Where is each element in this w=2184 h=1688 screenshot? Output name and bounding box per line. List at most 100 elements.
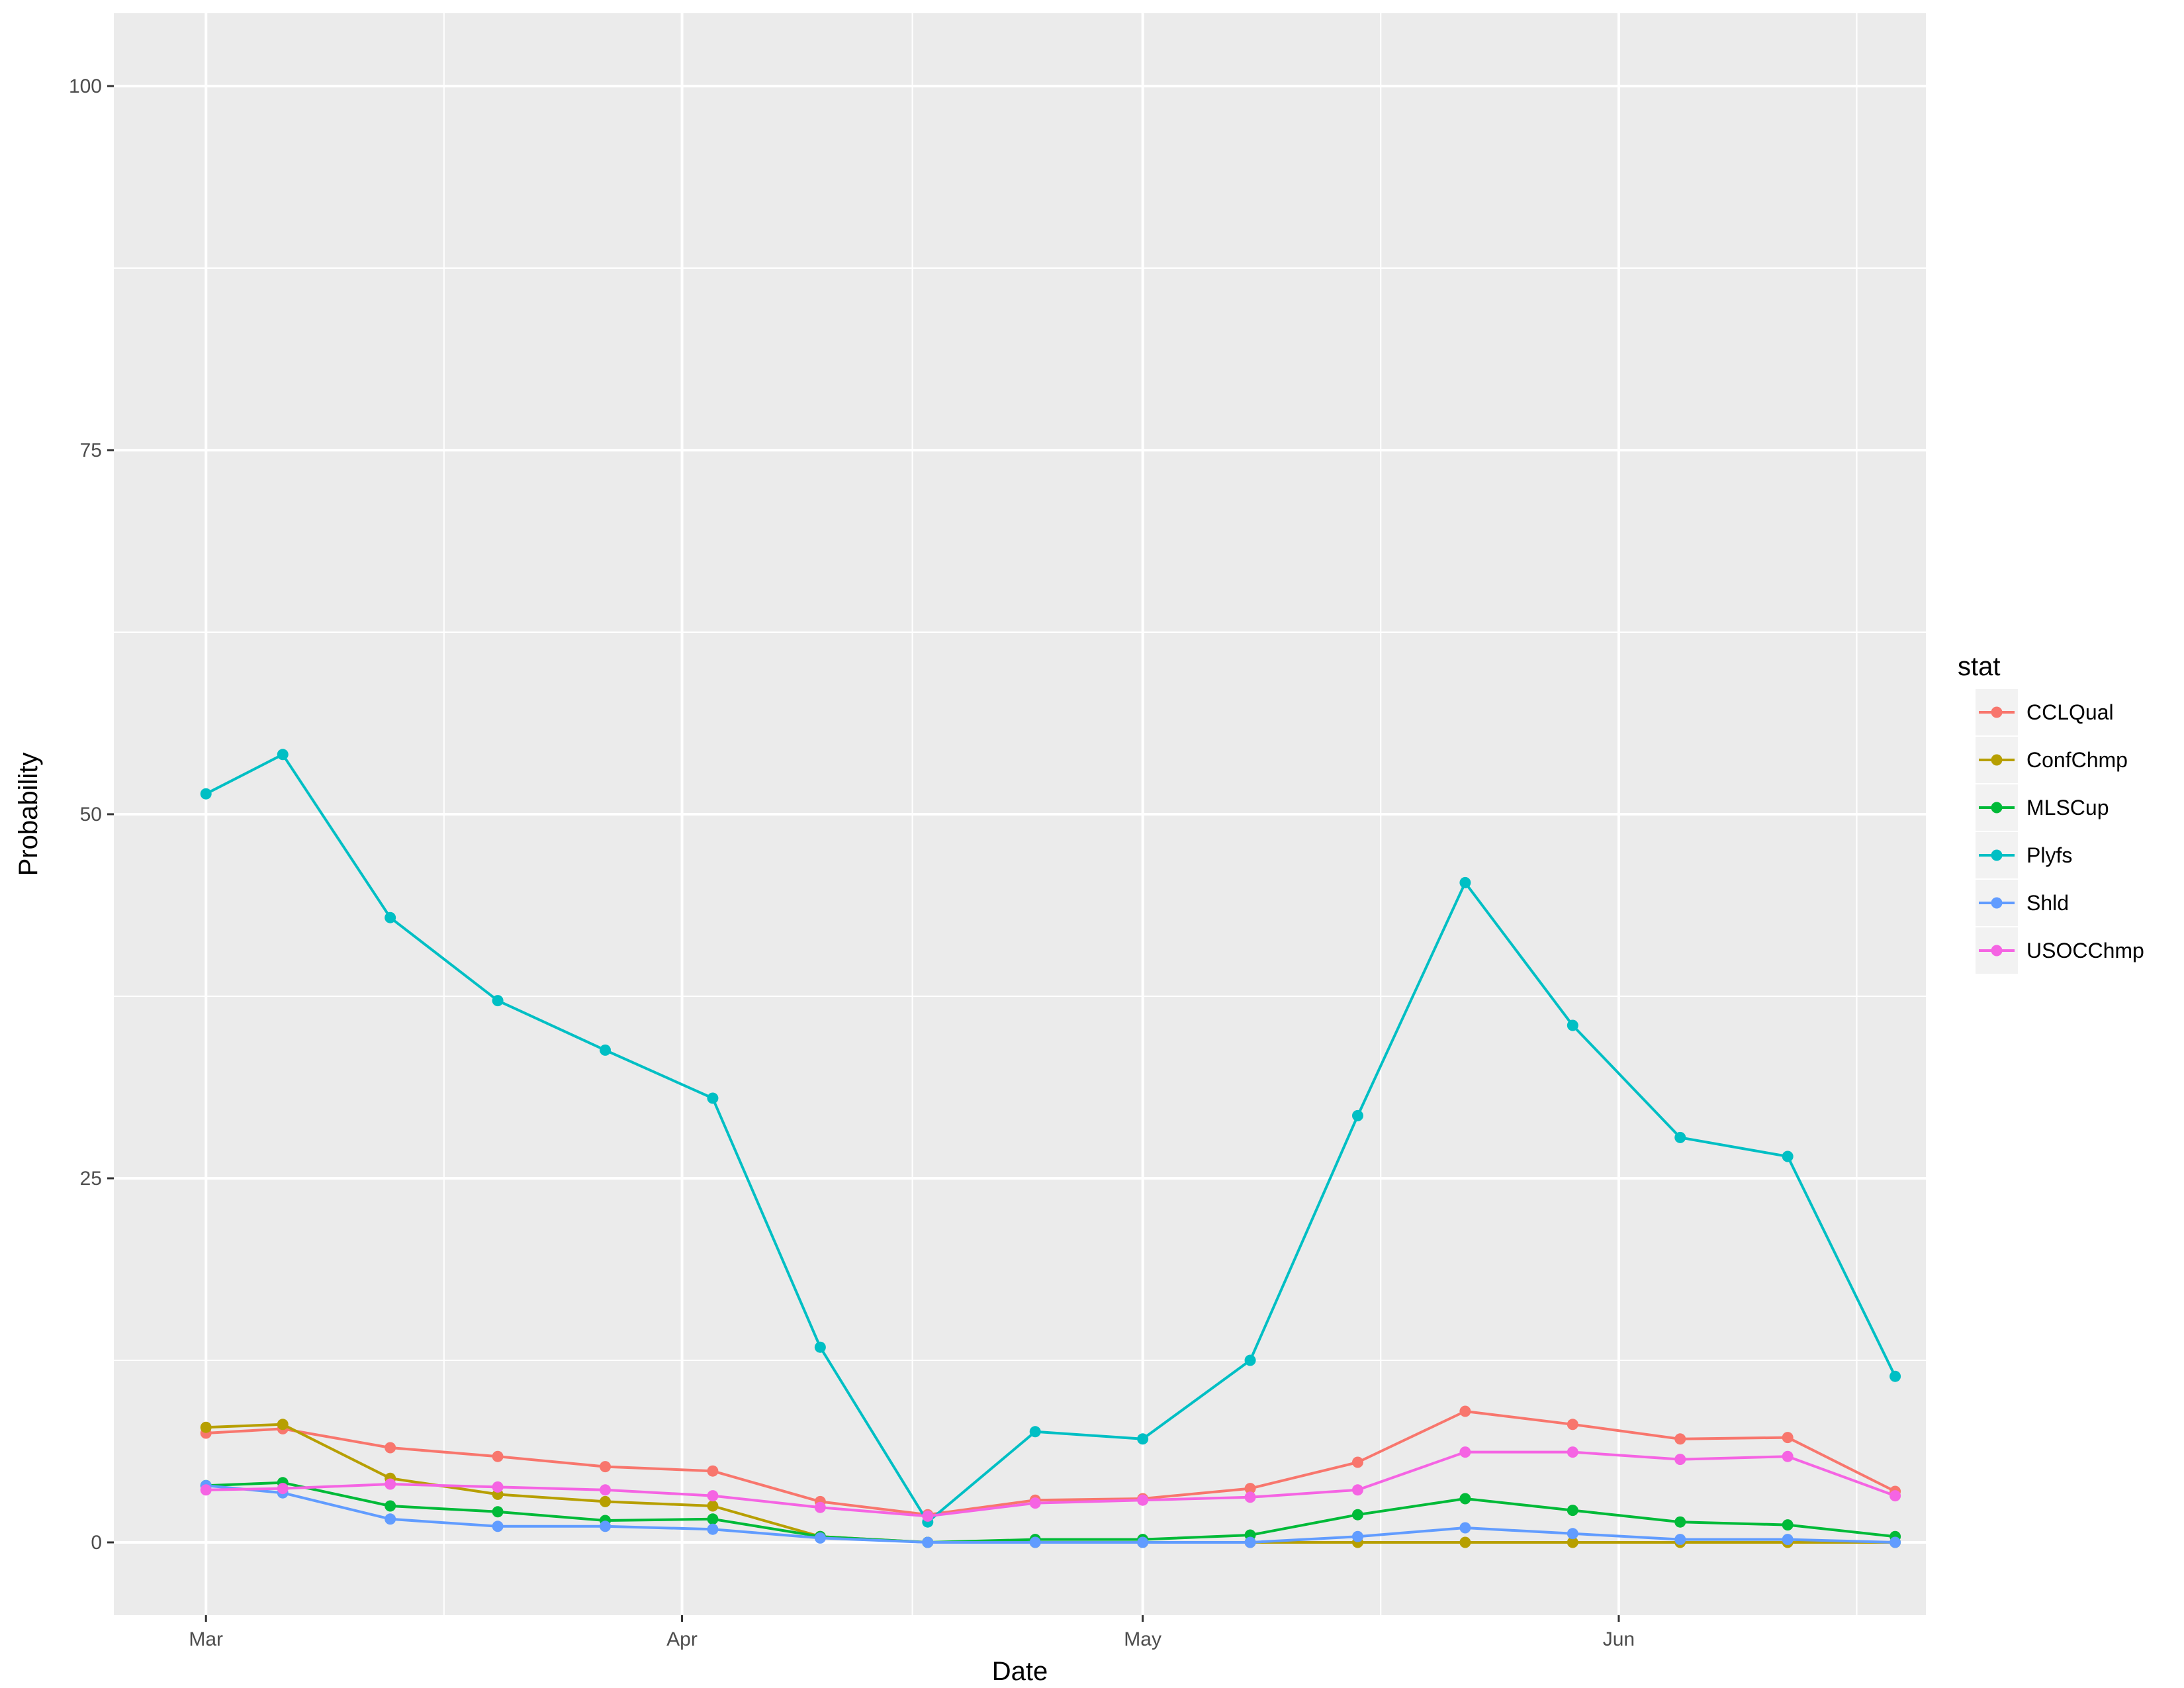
data-point-MLSCup xyxy=(385,1500,396,1512)
data-point-CCLQual xyxy=(1351,1456,1363,1468)
data-point-Shld xyxy=(922,1536,934,1548)
data-point-USOCChmp xyxy=(277,1483,289,1495)
data-point-Plyfs xyxy=(277,749,289,761)
data-point-USOCChmp xyxy=(707,1490,719,1502)
data-point-USOCChmp xyxy=(922,1510,934,1522)
x-tick-label: Jun xyxy=(1603,1628,1635,1650)
x-tick-label: Mar xyxy=(189,1628,223,1650)
series-USOCChmp xyxy=(200,1446,1901,1522)
data-point-Plyfs xyxy=(1782,1150,1794,1162)
data-point-ConfChmp xyxy=(707,1500,719,1512)
legend-item-CCLQual: CCLQual xyxy=(1974,688,2114,737)
data-point-Shld xyxy=(600,1521,612,1532)
data-point-Shld xyxy=(1889,1536,1901,1548)
legend-key-point xyxy=(1991,802,2003,814)
data-point-Plyfs xyxy=(707,1092,719,1104)
axes: 0 25 50 75 100 Mar Apr May Jun xyxy=(69,75,1635,1650)
data-point-CCLQual xyxy=(1244,1483,1256,1495)
data-point-Shld xyxy=(1029,1536,1041,1548)
y-axis-title: Probability xyxy=(14,753,43,876)
data-point-ConfChmp xyxy=(600,1495,612,1507)
major-gridlines xyxy=(114,13,1926,1615)
data-point-MLSCup xyxy=(492,1506,504,1518)
data-point-MLSCup xyxy=(1674,1516,1686,1528)
legend-title: stat xyxy=(1958,652,2000,681)
legend-label: USOCChmp xyxy=(2026,939,2144,962)
data-point-Shld xyxy=(1567,1528,1578,1540)
y-tick-label: 100 xyxy=(69,75,102,97)
y-tick-label: 25 xyxy=(80,1168,102,1190)
data-point-CCLQual xyxy=(707,1465,719,1477)
data-point-Plyfs xyxy=(1137,1433,1149,1445)
data-point-Shld xyxy=(1674,1534,1686,1546)
x-tick-label: May xyxy=(1124,1628,1161,1650)
data-point-Shld xyxy=(1351,1530,1363,1542)
legend-key-point xyxy=(1991,849,2003,861)
data-point-Plyfs xyxy=(1459,876,1471,888)
legend-label: Plyfs xyxy=(2026,843,2072,867)
y-tick-label: 0 xyxy=(91,1532,102,1554)
data-point-Plyfs xyxy=(385,912,396,923)
data-point-MLSCup xyxy=(1459,1493,1471,1505)
data-point-Shld xyxy=(707,1523,719,1535)
data-point-Plyfs xyxy=(600,1044,612,1056)
data-point-Plyfs xyxy=(1567,1019,1578,1031)
data-point-USOCChmp xyxy=(1674,1454,1686,1466)
series-Plyfs xyxy=(200,749,1901,1528)
data-point-USOCChmp xyxy=(1567,1446,1578,1458)
data-point-Shld xyxy=(1459,1522,1471,1534)
data-point-Plyfs xyxy=(1889,1370,1901,1382)
data-point-ConfChmp xyxy=(1459,1536,1471,1548)
data-point-USOCChmp xyxy=(385,1478,396,1490)
data-point-CCLQual xyxy=(1459,1405,1471,1417)
data-point-MLSCup xyxy=(1567,1505,1578,1517)
data-point-CCLQual xyxy=(1567,1419,1578,1430)
legend-label: ConfChmp xyxy=(2026,748,2128,772)
data-point-USOCChmp xyxy=(1244,1491,1256,1503)
data-point-ConfChmp xyxy=(200,1421,212,1433)
data-point-USOCChmp xyxy=(600,1484,612,1496)
data-point-Shld xyxy=(492,1521,504,1532)
legend-key-point xyxy=(1991,945,2003,957)
data-point-Shld xyxy=(1244,1536,1256,1548)
data-point-USOCChmp xyxy=(814,1501,826,1513)
data-point-CCLQual xyxy=(600,1461,612,1473)
legend-key-point xyxy=(1991,897,2003,909)
data-point-USOCChmp xyxy=(1351,1484,1363,1496)
data-point-USOCChmp xyxy=(1029,1497,1041,1509)
legend-key-point xyxy=(1991,706,2003,718)
data-point-USOCChmp xyxy=(1137,1494,1149,1506)
data-point-CCLQual xyxy=(1674,1433,1686,1445)
data-point-Plyfs xyxy=(1674,1131,1686,1143)
data-point-Shld xyxy=(1137,1536,1149,1548)
legend-label: Shld xyxy=(2026,891,2069,915)
data-point-ConfChmp xyxy=(1567,1536,1578,1548)
data-point-Shld xyxy=(385,1513,396,1525)
data-point-USOCChmp xyxy=(1782,1450,1794,1462)
data-point-Plyfs xyxy=(814,1341,826,1353)
data-point-USOCChmp xyxy=(1459,1446,1471,1458)
data-point-Shld xyxy=(814,1532,826,1544)
data-point-CCLQual xyxy=(385,1442,396,1454)
data-point-MLSCup xyxy=(1782,1519,1794,1531)
data-point-Plyfs xyxy=(1351,1109,1363,1121)
legend-item-Plyfs: Plyfs xyxy=(1974,831,2072,880)
data-point-Plyfs xyxy=(492,995,504,1007)
data-point-Plyfs xyxy=(200,788,212,800)
data-point-CCLQual xyxy=(1782,1432,1794,1444)
y-tick-label: 75 xyxy=(80,440,102,461)
legend: stat CCLQual ConfChmp MLSCup Plyfs Shld USOCC… xyxy=(1958,652,2144,975)
data-point-USOCChmp xyxy=(200,1484,212,1496)
data-point-Shld xyxy=(1782,1534,1794,1546)
y-tick-label: 50 xyxy=(80,804,102,825)
legend-item-ConfChmp: ConfChmp xyxy=(1974,735,2128,784)
data-point-Plyfs xyxy=(1244,1354,1256,1366)
data-point-Plyfs xyxy=(1029,1426,1041,1438)
legend-item-MLSCup: MLSCup xyxy=(1974,783,2109,832)
data-point-MLSCup xyxy=(707,1513,719,1525)
x-tick-label: Apr xyxy=(666,1628,698,1650)
legend-item-USOCChmp: USOCChmp xyxy=(1974,926,2144,975)
legend-item-Shld: Shld xyxy=(1974,878,2069,927)
data-point-CCLQual xyxy=(492,1450,504,1462)
